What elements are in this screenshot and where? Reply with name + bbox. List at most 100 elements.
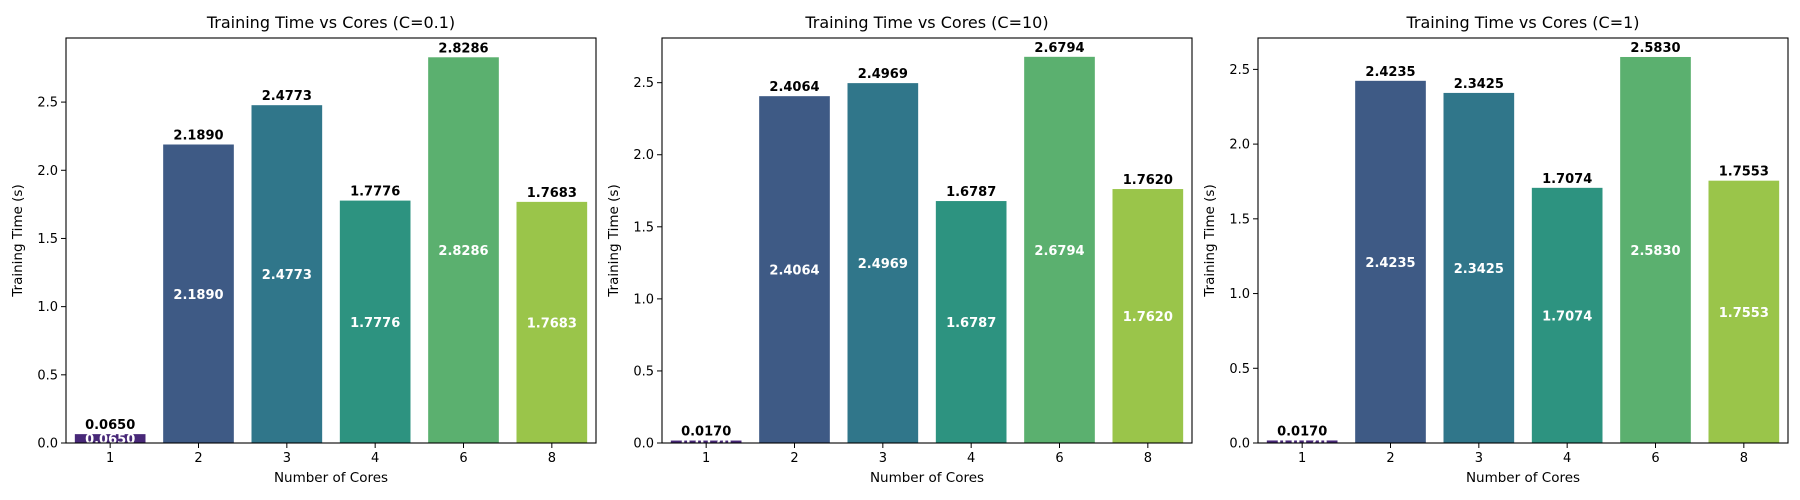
bar-value-label: 2.5830 bbox=[1630, 41, 1680, 56]
bar-value-label: 0.0650 bbox=[85, 418, 135, 433]
bar-value-label: 2.3425 bbox=[1454, 77, 1504, 92]
y-axis-label: Training Time (s) bbox=[1202, 184, 1218, 297]
bar-inner-label: 2.4773 bbox=[262, 268, 312, 283]
chart-title: Training Time vs Cores (C=10) bbox=[804, 13, 1048, 32]
bar bbox=[935, 201, 1007, 443]
x-tick-label: 8 bbox=[1740, 451, 1748, 466]
bar bbox=[339, 200, 411, 443]
bar-inner-label: 1.6787 bbox=[946, 316, 996, 331]
bar-value-label: 1.7553 bbox=[1719, 165, 1769, 180]
y-tick-label: 2.0 bbox=[633, 148, 654, 163]
bar-value-label: 2.1890 bbox=[173, 129, 223, 144]
bar-value-label: 1.7683 bbox=[527, 186, 577, 201]
y-tick-label: 0.5 bbox=[37, 368, 58, 383]
bar bbox=[1531, 187, 1603, 443]
y-tick-label: 2.5 bbox=[37, 96, 58, 111]
x-tick-label: 6 bbox=[459, 451, 467, 466]
bar-inner-label: 2.4969 bbox=[858, 257, 908, 272]
y-tick-label: 0.0 bbox=[1229, 437, 1250, 452]
bar bbox=[516, 201, 588, 443]
x-axis-label: Number of Cores bbox=[274, 470, 388, 486]
x-tick-label: 1 bbox=[702, 451, 710, 466]
bar-inner-label: 1.7776 bbox=[350, 316, 400, 331]
plot-frame bbox=[661, 37, 1193, 444]
bar bbox=[1355, 80, 1426, 444]
chart-title: Training Time vs Cores (C=1) bbox=[1405, 13, 1639, 32]
bar-inner-label: 2.5830 bbox=[1630, 244, 1680, 259]
y-tick-label: 0.5 bbox=[1229, 362, 1250, 377]
bar-value-label: 1.7074 bbox=[1542, 172, 1592, 187]
x-tick-label: 3 bbox=[1475, 451, 1483, 466]
bar bbox=[1443, 92, 1515, 444]
y-tick-label: 1.5 bbox=[633, 220, 654, 235]
bar bbox=[74, 434, 146, 443]
x-tick-label: 1 bbox=[1298, 451, 1306, 466]
x-tick-label: 8 bbox=[1144, 451, 1152, 466]
y-tick-label: 1.5 bbox=[37, 232, 58, 247]
bar-value-label: 2.8286 bbox=[438, 41, 488, 56]
y-tick-label: 1.0 bbox=[633, 292, 654, 307]
bar bbox=[1708, 180, 1780, 443]
chart-title: Training Time vs Cores (C=0.1) bbox=[206, 13, 455, 32]
x-tick-label: 2 bbox=[194, 451, 202, 466]
bar-value-label: 2.6794 bbox=[1034, 41, 1084, 56]
x-tick-label: 3 bbox=[283, 451, 291, 466]
y-axis-label: Training Time (s) bbox=[606, 184, 622, 297]
bar bbox=[1024, 56, 1095, 444]
bar bbox=[1112, 189, 1184, 443]
bar-inner-label: 1.7620 bbox=[1123, 310, 1173, 325]
y-tick-label: 2.0 bbox=[1229, 138, 1250, 153]
x-tick-label: 2 bbox=[790, 451, 798, 466]
bar bbox=[251, 105, 323, 443]
bar bbox=[759, 96, 830, 443]
bar-inner-label: 2.6794 bbox=[1034, 244, 1084, 259]
x-tick-label: 4 bbox=[1563, 451, 1571, 466]
bar-value-label: 1.7776 bbox=[350, 185, 400, 200]
bar bbox=[1266, 440, 1338, 443]
bar-inner-label: 2.4064 bbox=[769, 264, 819, 279]
bar bbox=[670, 440, 742, 443]
x-axis-label: Number of Cores bbox=[1466, 470, 1580, 486]
bar-value-label: 0.0170 bbox=[1277, 424, 1327, 439]
y-axis-label: Training Time (s) bbox=[10, 184, 26, 297]
bar bbox=[1620, 56, 1691, 443]
bar-value-label: 2.4969 bbox=[858, 67, 908, 82]
x-tick-label: 4 bbox=[967, 451, 975, 466]
y-tick-label: 0.0 bbox=[633, 437, 654, 452]
x-tick-label: 6 bbox=[1651, 451, 1659, 466]
y-tick-label: 2.5 bbox=[1229, 63, 1250, 78]
y-tick-label: 2.0 bbox=[37, 164, 58, 179]
chart-panel-2: Training Time vs Cores (C=10) 0.0170 2.406… bbox=[606, 13, 1193, 486]
chart-panel-3: Training Time vs Cores (C=1) 0.0170 2.4235… bbox=[1202, 13, 1789, 486]
bar-inner-label: 2.1890 bbox=[173, 288, 223, 303]
x-axis-label: Number of Cores bbox=[870, 470, 984, 486]
bar bbox=[847, 83, 919, 443]
bar-inner-label: 2.8286 bbox=[438, 244, 488, 259]
y-tick-label: 0.0 bbox=[37, 437, 58, 452]
x-tick-label: 1 bbox=[106, 451, 114, 466]
y-tick-label: 0.5 bbox=[633, 364, 654, 379]
x-tick-label: 6 bbox=[1055, 451, 1063, 466]
bar-inner-label: 1.7074 bbox=[1542, 309, 1592, 324]
y-tick-label: 1.0 bbox=[1229, 287, 1250, 302]
y-tick-label: 1.0 bbox=[37, 300, 58, 315]
bar-inner-label: 1.7553 bbox=[1719, 306, 1769, 321]
bar-inner-label: 1.7683 bbox=[527, 316, 577, 331]
plot-frame bbox=[1257, 37, 1789, 444]
bar-inner-label: 0.0650 bbox=[85, 433, 135, 448]
x-tick-label: 4 bbox=[371, 451, 379, 466]
bar bbox=[428, 57, 499, 443]
x-tick-label: 3 bbox=[879, 451, 887, 466]
x-tick-label: 2 bbox=[1386, 451, 1394, 466]
y-tick-label: 1.5 bbox=[1229, 212, 1250, 227]
bar-inner-label: 2.4235 bbox=[1365, 256, 1415, 271]
bar-value-label: 1.6787 bbox=[946, 185, 996, 200]
bar-value-label: 2.4064 bbox=[769, 80, 819, 95]
bar-value-label: 2.4773 bbox=[262, 89, 312, 104]
plot-frame bbox=[65, 37, 597, 444]
bar bbox=[163, 144, 234, 443]
bar-value-label: 0.0170 bbox=[681, 425, 731, 440]
y-tick-label: 2.5 bbox=[633, 76, 654, 91]
bar-inner-label: 2.3425 bbox=[1454, 262, 1504, 277]
